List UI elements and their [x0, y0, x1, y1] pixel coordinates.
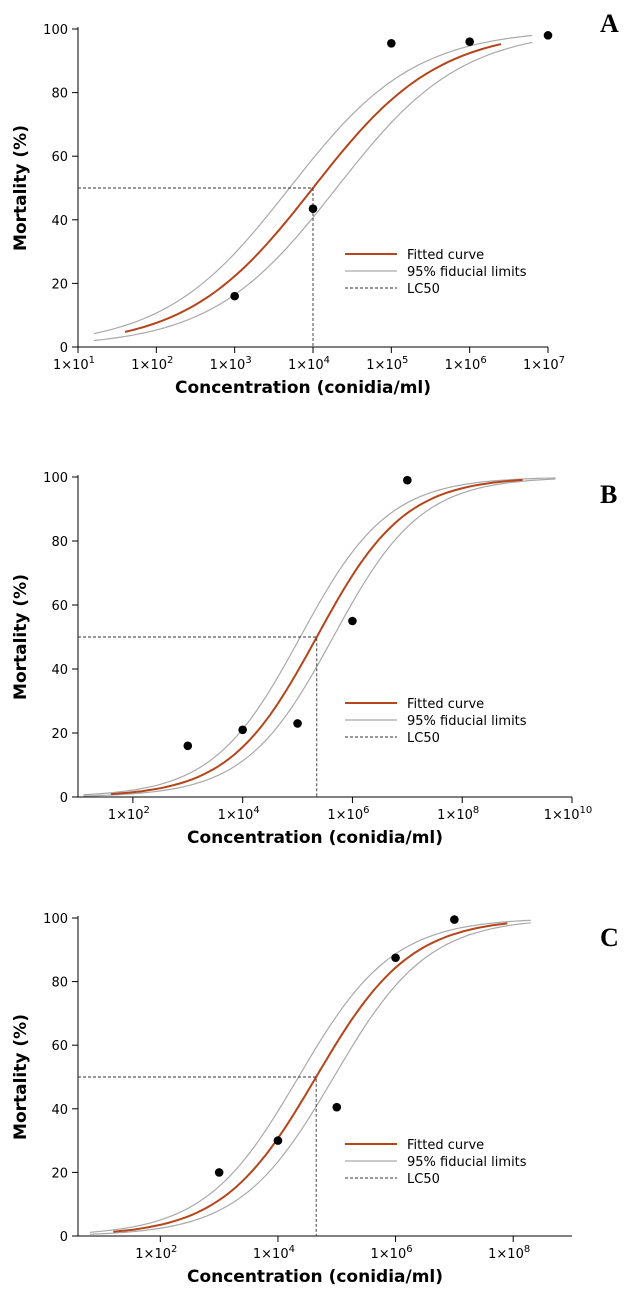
y-tick-label: 40 — [51, 214, 68, 229]
x-tick-label: 1×102 — [108, 805, 150, 823]
y-tick-label: 100 — [43, 471, 68, 486]
data-point — [238, 725, 247, 735]
x-tick-label: 1×105 — [366, 355, 408, 373]
legend-label: 95% fiducial limits — [407, 714, 527, 729]
legend-label: 95% fiducial limits — [407, 1155, 527, 1170]
legend-label: LC50 — [407, 282, 440, 297]
data-point — [293, 719, 302, 728]
legend-label: LC50 — [407, 731, 440, 746]
data-point — [308, 204, 318, 213]
y-axis-label: Mortality (%) — [11, 1014, 31, 1140]
panel-c: 0 20 40 60 80 100 1×102 1×104 1×106 1×108 Concentr… — [11, 912, 619, 1287]
data-point — [230, 291, 239, 301]
y-tick-label: 40 — [51, 663, 68, 678]
x-tick-label: 1×104 — [288, 355, 330, 373]
x-tick-label: 1×103 — [210, 355, 252, 373]
x-axis-label: Concentration (conidia/ml) — [187, 828, 443, 848]
lc50-line — [78, 187, 314, 347]
y-axis-label: Mortality (%) — [11, 125, 31, 251]
x-tick-label: 1×108 — [437, 805, 479, 823]
x-tick-label: 1×107 — [523, 355, 565, 373]
fiducial-upper-curve — [93, 41, 533, 342]
data-point — [450, 915, 459, 924]
legend-label: Fitted curve — [407, 248, 484, 263]
x-tick-label: 1×108 — [488, 1244, 530, 1262]
fiducial-upper-curve — [89, 922, 531, 1235]
y-tick-label: 100 — [43, 912, 68, 927]
y-tick-label: 20 — [51, 277, 68, 292]
y-axis-label: Mortality (%) — [11, 574, 31, 700]
x-tick-label: 1×101 — [53, 355, 95, 373]
data-point — [543, 31, 553, 40]
x-tick-label: 1×1010 — [544, 805, 592, 823]
data-point — [348, 616, 357, 626]
legend: Fitted curve 95% fiducial limits LC50 — [345, 697, 527, 746]
x-tick-label: 1×106 — [371, 1244, 413, 1262]
x-tick-label: 1×102 — [131, 355, 173, 373]
y-tick-label: 20 — [51, 727, 68, 742]
y-tick-label: 60 — [51, 150, 68, 165]
panel-label: C — [600, 923, 619, 952]
panel-label: A — [600, 9, 619, 38]
data-point — [403, 475, 412, 485]
fitted-curve — [113, 922, 508, 1233]
fiducial-upper-curve — [83, 478, 556, 797]
fiducial-lower-curve — [93, 34, 533, 335]
legend-label: 95% fiducial limits — [407, 265, 527, 280]
data-point — [183, 741, 193, 751]
x-axis-label: Concentration (conidia/ml) — [175, 378, 431, 398]
data-point — [332, 1102, 342, 1112]
y-tick-label: 0 — [60, 791, 68, 806]
data-point — [465, 37, 474, 47]
fitted-curve — [110, 478, 523, 796]
x-tick-label: 1×104 — [253, 1244, 295, 1262]
lc50-line — [78, 636, 318, 797]
x-tick-label: 1×106 — [445, 355, 487, 373]
legend: Fitted curve 95% fiducial limits LC50 — [345, 248, 527, 297]
y-tick-label: 100 — [43, 23, 68, 38]
legend-label: Fitted curve — [407, 1138, 484, 1153]
data-point — [387, 39, 396, 48]
x-axis-label: Concentration (conidia/ml) — [187, 1267, 443, 1287]
y-tick-label: 0 — [60, 341, 68, 356]
x-tick-label: 1×102 — [135, 1244, 177, 1262]
y-tick-label: 80 — [51, 976, 68, 991]
data-point — [273, 1136, 283, 1145]
y-tick-label: 20 — [51, 1166, 68, 1181]
y-tick-label: 80 — [51, 535, 68, 550]
legend-label: LC50 — [407, 1172, 440, 1187]
data-point — [214, 1168, 224, 1177]
fiducial-lower-curve — [89, 919, 531, 1233]
y-tick-label: 80 — [51, 87, 68, 102]
y-tick-label: 0 — [60, 1230, 68, 1245]
legend: Fitted curve 95% fiducial limits LC50 — [345, 1138, 527, 1187]
y-tick-label: 60 — [51, 599, 68, 614]
x-tick-label: 1×106 — [327, 805, 369, 823]
data-point — [391, 953, 400, 963]
panel-label: B — [600, 480, 617, 509]
fiducial-lower-curve — [83, 477, 556, 796]
panel-a: 0 20 40 60 80 100 1×101 1×102 1×103 1×104 1×105 1×1… — [11, 9, 619, 398]
y-tick-label: 40 — [51, 1103, 68, 1118]
x-tick-label: 1×104 — [218, 805, 260, 823]
legend-label: Fitted curve — [407, 697, 484, 712]
y-tick-label: 60 — [51, 1039, 68, 1054]
panel-b: 0 20 40 60 80 100 1×102 1×104 1×106 1×108 1×1010 Co… — [11, 471, 617, 848]
